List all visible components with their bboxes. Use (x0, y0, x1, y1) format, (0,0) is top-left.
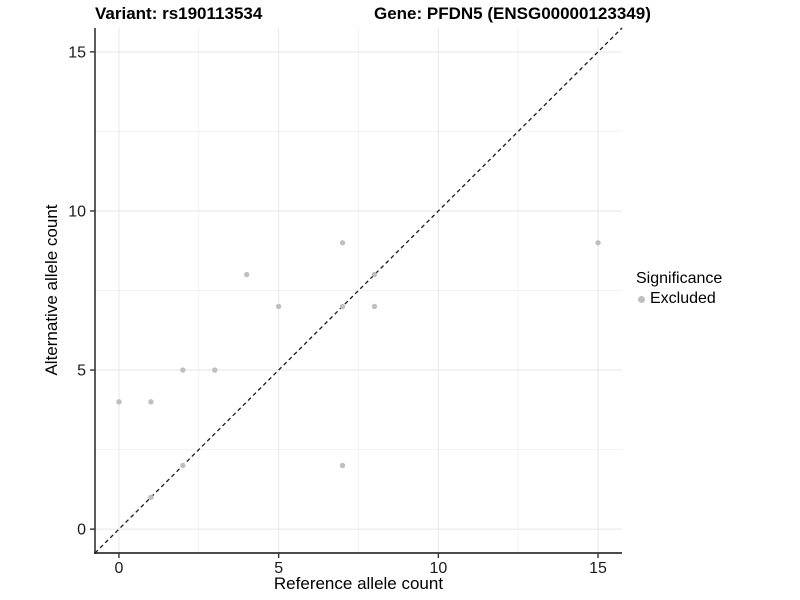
legend: Significance Excluded (636, 270, 722, 308)
data-point (595, 240, 601, 246)
data-point (180, 367, 186, 373)
x-axis-title: Reference allele count (273, 574, 444, 593)
data-point (339, 240, 346, 246)
data-point (371, 303, 378, 310)
data-point (180, 462, 186, 469)
plot-title-variant: Variant: rs190113534 (95, 4, 263, 23)
legend-item-label: Excluded (650, 290, 716, 307)
data-point (116, 399, 122, 405)
legend-title: Significance (636, 270, 723, 287)
data-point (371, 271, 378, 278)
gridlines-major (95, 28, 622, 553)
legend-item-excluded: Excluded (638, 290, 722, 308)
x-tick-label: 5 (274, 560, 283, 577)
data-point (339, 303, 346, 310)
y-tick-label: 5 (77, 363, 86, 380)
gridlines-minor (95, 28, 622, 553)
y-tick-label: 15 (68, 44, 86, 61)
x-tick-labels: 0 5 10 15 (115, 560, 608, 577)
legend-point-icon (638, 295, 645, 303)
axis-lines (94, 28, 622, 554)
data-point (212, 367, 218, 373)
data-point (148, 494, 154, 501)
x-tick-label: 0 (115, 560, 124, 577)
axis-tick-marks (90, 51, 599, 558)
y-axis-title: Alternative allele count (42, 204, 61, 376)
x-tick-label: 10 (429, 560, 447, 577)
data-point (244, 271, 250, 278)
x-tick-label: 15 (589, 560, 607, 577)
plot-title-gene: Gene: PFDN5 (ENSG00000123349) (374, 4, 651, 23)
data-points (116, 240, 601, 501)
y-tick-label: 10 (68, 203, 86, 220)
y-tick-labels: 0 5 10 15 (68, 44, 86, 538)
y-tick-label: 0 (77, 522, 86, 539)
data-point (148, 399, 154, 405)
data-point (339, 462, 346, 469)
data-point (275, 303, 282, 310)
